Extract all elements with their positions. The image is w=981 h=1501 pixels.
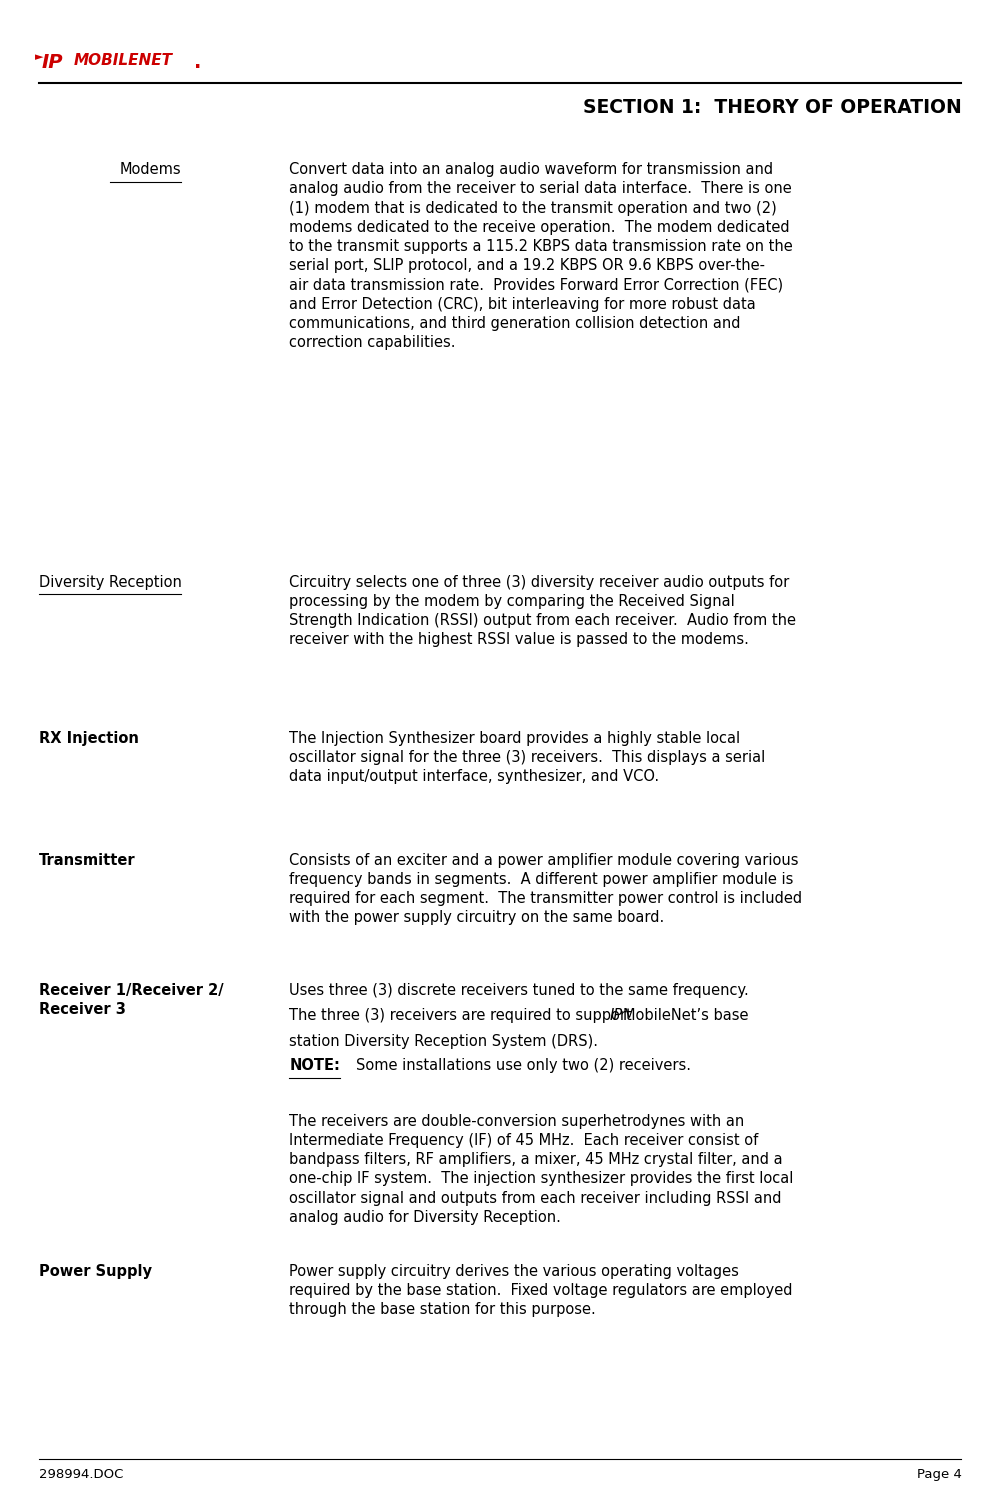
- Text: 298994.DOC: 298994.DOC: [39, 1468, 124, 1481]
- Text: Power Supply: Power Supply: [39, 1264, 152, 1279]
- Text: Uses three (3) discrete receivers tuned to the same frequency.: Uses three (3) discrete receivers tuned …: [289, 983, 749, 998]
- Text: Page 4: Page 4: [916, 1468, 961, 1481]
- Text: Receiver 1/Receiver 2/
Receiver 3: Receiver 1/Receiver 2/ Receiver 3: [39, 983, 224, 1018]
- Text: MOBILENET: MOBILENET: [74, 53, 173, 68]
- Text: The receivers are double-conversion superhetrodynes with an
Intermediate Frequen: The receivers are double-conversion supe…: [289, 1114, 794, 1225]
- Text: Circuitry selects one of three (3) diversity receiver audio outputs for
processi: Circuitry selects one of three (3) diver…: [289, 575, 797, 647]
- Text: .: .: [194, 53, 202, 72]
- Text: Modems: Modems: [120, 162, 181, 177]
- Text: ►: ►: [35, 53, 44, 63]
- Text: IP: IP: [41, 53, 63, 72]
- Text: The Injection Synthesizer board provides a highly stable local
oscillator signal: The Injection Synthesizer board provides…: [289, 731, 765, 785]
- Text: Diversity Reception: Diversity Reception: [38, 575, 181, 590]
- Text: The three (3) receivers are required to support: The three (3) receivers are required to …: [289, 1009, 637, 1024]
- Text: MobileNet’s base: MobileNet’s base: [623, 1009, 749, 1024]
- Text: IP: IP: [609, 1009, 623, 1024]
- Text: NOTE:: NOTE:: [289, 1058, 340, 1073]
- Text: Some installations use only two (2) receivers.: Some installations use only two (2) rece…: [356, 1058, 691, 1073]
- Text: Transmitter: Transmitter: [39, 853, 135, 868]
- Text: SECTION 1:  THEORY OF OPERATION: SECTION 1: THEORY OF OPERATION: [583, 98, 961, 117]
- Text: station Diversity Reception System (DRS).: station Diversity Reception System (DRS)…: [289, 1034, 598, 1049]
- Text: RX Injection: RX Injection: [39, 731, 139, 746]
- Text: Power supply circuitry derives the various operating voltages
required by the ba: Power supply circuitry derives the vario…: [289, 1264, 793, 1318]
- Text: Consists of an exciter and a power amplifier module covering various
frequency b: Consists of an exciter and a power ampli…: [289, 853, 802, 925]
- Text: Convert data into an analog audio waveform for transmission and
analog audio fro: Convert data into an analog audio wavefo…: [289, 162, 794, 350]
